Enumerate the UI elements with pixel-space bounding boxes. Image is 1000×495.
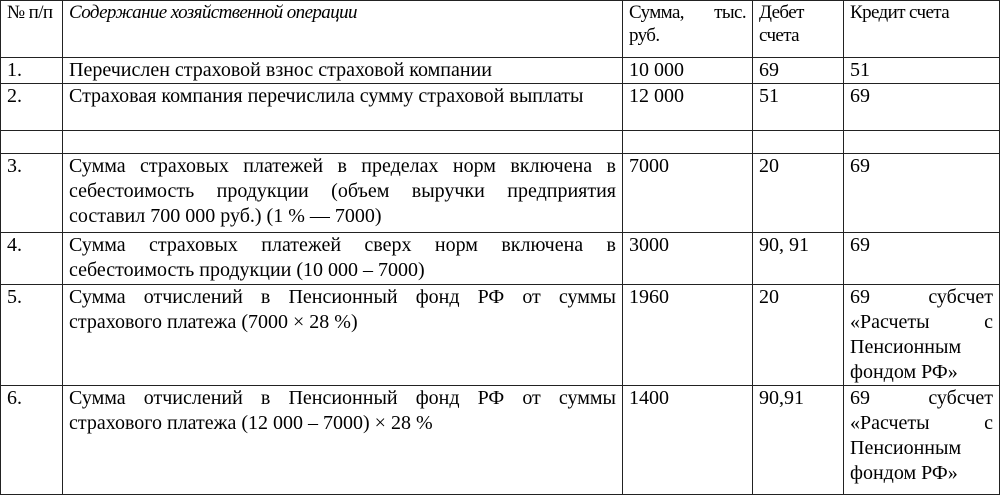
cell-amount: 1960 <box>622 284 753 386</box>
table-row: 1. Перечислен страховой взнос страховой к… <box>0 57 1000 84</box>
cell-debit <box>752 130 844 154</box>
table-row: 4. Сумма страховых платежей сверх норм вк… <box>0 232 1000 285</box>
cell-description <box>62 130 623 154</box>
header-credit: Кредит счета <box>843 0 1000 58</box>
header-description: Содержание хозяйственной операции <box>62 0 623 58</box>
cell-number: 1. <box>0 57 63 84</box>
cell-debit: 51 <box>752 83 844 131</box>
cell-credit: 69 <box>843 232 1000 285</box>
cell-debit: 20 <box>752 153 844 233</box>
cell-description: Перечислен страховой взнос страховой ком… <box>62 57 623 84</box>
cell-number: 5. <box>0 284 63 386</box>
table-row <box>0 130 1000 154</box>
cell-credit: 69 субсчет «Расчеты с Пенсионным фондом … <box>843 385 1000 495</box>
cell-credit: 69 <box>843 153 1000 233</box>
cell-amount: 1400 <box>622 385 753 495</box>
cell-amount <box>622 130 753 154</box>
cell-credit: 51 <box>843 57 1000 84</box>
table-row: 2. Страховая компания перечислила сумму с… <box>0 83 1000 131</box>
cell-debit: 20 <box>752 284 844 386</box>
cell-debit: 69 <box>752 57 844 84</box>
cell-number: 6. <box>0 385 63 495</box>
cell-number: 2. <box>0 83 63 131</box>
cell-credit: 69 <box>843 83 1000 131</box>
header-debit: Дебет счета <box>752 0 844 58</box>
cell-amount: 3000 <box>622 232 753 285</box>
cell-amount: 7000 <box>622 153 753 233</box>
cell-number <box>0 130 63 154</box>
cell-description: Сумма отчислений в Пенсионный фонд РФ от… <box>62 284 623 386</box>
cell-number: 3. <box>0 153 63 233</box>
cell-amount: 10 000 <box>622 57 753 84</box>
cell-credit <box>843 130 1000 154</box>
cell-description: Сумма отчислений в Пенсионный фонд РФ от… <box>62 385 623 495</box>
header-number: № п/п <box>0 0 63 58</box>
table-row: 5. Сумма отчислений в Пенсионный фонд РФ … <box>0 284 1000 386</box>
header-amount: Сумма, тыс. руб. <box>622 0 753 58</box>
table-row: 6. Сумма отчислений в Пенсионный фонд РФ … <box>0 385 1000 495</box>
table-row: 3. Сумма страховых платежей в пределах но… <box>0 153 1000 233</box>
cell-description: Сумма страховых платежей в пределах норм… <box>62 153 623 233</box>
cell-description: Страховая компания перечислила сумму стр… <box>62 83 623 131</box>
cell-credit: 69 субсчет «Расчеты с Пенсионным фондом … <box>843 284 1000 386</box>
cell-amount: 12 000 <box>622 83 753 131</box>
cell-debit: 90, 91 <box>752 232 844 285</box>
cell-debit: 90,91 <box>752 385 844 495</box>
cell-description: Сумма страховых платежей сверх норм вклю… <box>62 232 623 285</box>
table-header-row: № п/п Содержание хозяйственной операции … <box>0 0 1000 58</box>
cell-number: 4. <box>0 232 63 285</box>
